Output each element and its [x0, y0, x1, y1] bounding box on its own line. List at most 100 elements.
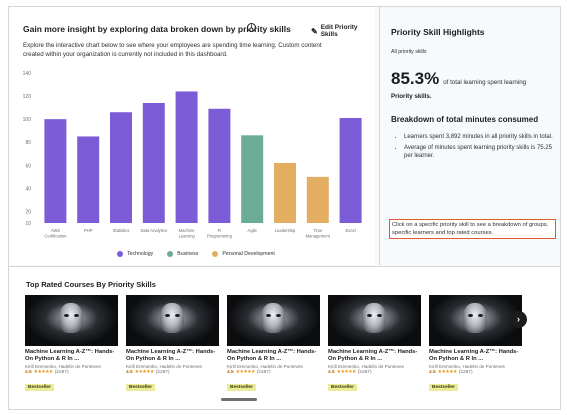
- y-tick-label: 100: [23, 117, 32, 123]
- legend-swatch: [212, 251, 219, 257]
- bar-aws-certification[interactable]: [44, 119, 67, 223]
- chart-description: Explore the interactive chart below to s…: [23, 42, 322, 58]
- bar-statistics[interactable]: [110, 112, 132, 223]
- highlights-title: Priority Skill Highlights: [391, 27, 485, 37]
- priority-skills-chart-panel: Gain more insight by exploring data brok…: [9, 7, 375, 265]
- panel-title: Gain more insight by exploring data brok…: [23, 24, 291, 34]
- legend-label: Technology: [127, 251, 154, 257]
- top-rated-courses-panel: Top Rated Courses By Priority Skills Mac…: [9, 266, 560, 409]
- legend-label: Business: [177, 251, 199, 257]
- bestseller-badge: Bestseller: [429, 384, 458, 391]
- legend-swatch: [117, 251, 123, 257]
- x-tick-label: Management: [306, 234, 331, 239]
- carousel-scroll-indicator[interactable]: [221, 398, 257, 401]
- course-thumbnail[interactable]: [227, 295, 320, 346]
- course-rating: 4.5 ★★★★★ (2287): [429, 370, 522, 375]
- rating-count: (2287): [155, 370, 170, 375]
- course-author: Kirill Eremenko, Hadelin de Ponteves: [429, 364, 505, 369]
- highlights-percent-text: of total learning spent learning: [443, 79, 527, 86]
- bar-data-analytics[interactable]: [142, 103, 165, 223]
- rating-value: 4.5: [126, 370, 133, 375]
- y-tick-label: 140: [23, 71, 32, 77]
- x-tick-label: AWS: [51, 228, 61, 233]
- breakdown-bullet: Learners spent 3,892 minutes in all prio…: [404, 133, 558, 141]
- breakdown-title: Breakdown of total minutes consumed: [391, 115, 539, 124]
- star-icon: ★★★★★: [235, 370, 256, 375]
- rating-count: (2287): [357, 370, 372, 375]
- course-card[interactable]: Machine Learning A-Z™: Hands-On Python &…: [227, 295, 320, 393]
- legend-item-personal-development[interactable]: Personal Development: [212, 251, 275, 257]
- bar-machine-learning[interactable]: [175, 91, 198, 223]
- bar-leadership[interactable]: [274, 163, 296, 223]
- course-author: Kirill Eremenko, Hadelin de Ponteves: [25, 364, 101, 369]
- highlights-percent-row: 85.3% of total learning spent learning: [391, 69, 526, 89]
- bar-r-programming[interactable]: [208, 108, 231, 223]
- x-tick-label: Time: [313, 228, 323, 233]
- star-icon: ★★★★★: [134, 370, 155, 375]
- x-tick-label: Learning: [178, 234, 195, 239]
- y-tick-label: 60: [25, 163, 31, 169]
- edit-priority-skills-link[interactable]: ✎ Edit Priority Skills: [311, 24, 375, 38]
- course-author: Kirill Eremenko, Hadelin de Ponteves: [227, 364, 303, 369]
- legend-item-technology[interactable]: Technology: [117, 251, 153, 257]
- x-tick-label: Machine: [179, 228, 195, 233]
- y-tick-label: 20: [25, 209, 31, 215]
- x-tick-label: R: [218, 228, 221, 233]
- course-carousel: Machine Learning A-Z™: Hands-On Python &…: [25, 295, 522, 393]
- courses-title: Top Rated Courses By Priority Skills: [26, 280, 156, 289]
- course-title[interactable]: Machine Learning A-Z™: Hands-On Python &…: [328, 349, 418, 362]
- course-rating: 4.5 ★★★★★ (2287): [25, 370, 118, 375]
- x-tick-label: Certification: [44, 234, 67, 239]
- bestseller-badge: Bestseller: [227, 384, 256, 391]
- x-tick-label: Data Analytics: [141, 228, 168, 233]
- rating-count: (2287): [54, 370, 69, 375]
- bar-agile[interactable]: [241, 135, 264, 223]
- course-card[interactable]: Machine Learning A-Z™: Hands-On Python &…: [429, 295, 522, 393]
- info-icon[interactable]: i: [247, 23, 256, 32]
- rating-value: 4.5: [25, 370, 32, 375]
- rating-count: (2287): [458, 370, 473, 375]
- course-thumbnail[interactable]: [126, 295, 219, 346]
- course-thumbnail[interactable]: [25, 295, 118, 346]
- bar-time-management[interactable]: [306, 176, 329, 223]
- legend-label: Personal Development: [222, 251, 275, 257]
- bar-excel[interactable]: [339, 118, 362, 223]
- pencil-icon: ✎: [311, 26, 318, 36]
- course-rating: 4.5 ★★★★★ (2287): [328, 370, 421, 375]
- course-card[interactable]: Machine Learning A-Z™: Hands-On Python &…: [328, 295, 421, 393]
- course-title[interactable]: Machine Learning A-Z™: Hands-On Python &…: [126, 349, 216, 362]
- course-card[interactable]: Machine Learning A-Z™: Hands-On Python &…: [126, 295, 219, 393]
- star-icon: ★★★★★: [33, 370, 54, 375]
- chart-bars: [44, 91, 362, 223]
- x-tick-label: Leadership: [275, 228, 296, 233]
- y-tick-label: 120: [23, 94, 32, 100]
- bestseller-badge: Bestseller: [328, 384, 357, 391]
- x-tick-label: PHP: [84, 228, 93, 233]
- bestseller-badge: Bestseller: [126, 384, 155, 391]
- course-title[interactable]: Machine Learning A-Z™: Hands-On Python &…: [25, 349, 115, 362]
- course-rating: 4.5 ★★★★★ (2287): [126, 370, 219, 375]
- x-tick-label: Agile: [248, 228, 258, 233]
- rating-count: (2287): [256, 370, 271, 375]
- edit-priority-skills-label: Edit Priority Skills: [320, 24, 358, 38]
- course-rating: 4.5 ★★★★★ (2287): [227, 370, 320, 375]
- highlights-percent-bold: Priority skills.: [391, 93, 432, 100]
- legend-item-business[interactable]: Business: [167, 251, 198, 257]
- course-title[interactable]: Machine Learning A-Z™: Hands-On Python &…: [429, 349, 519, 362]
- bar-php[interactable]: [77, 136, 100, 223]
- breakdown-bullet: Average of minutes spent learning priori…: [404, 144, 558, 160]
- course-thumbnail[interactable]: [328, 295, 421, 346]
- rating-value: 4.5: [227, 370, 234, 375]
- course-card[interactable]: Machine Learning A-Z™: Hands-On Python &…: [25, 295, 118, 393]
- legend-swatch: [167, 251, 174, 257]
- skill-click-hint: Click on a specific priority skill to se…: [389, 219, 556, 239]
- course-thumbnail[interactable]: [429, 295, 522, 346]
- carousel-next-button[interactable]: ›: [510, 311, 527, 328]
- course-title[interactable]: Machine Learning A-Z™: Hands-On Python &…: [227, 349, 317, 362]
- priority-skill-highlights-panel: Priority Skill Highlights All priority s…: [379, 7, 560, 265]
- y-tick-label: 40: [25, 186, 31, 192]
- y-tick-label: 80: [25, 140, 31, 146]
- highlights-percent: 85.3%: [391, 69, 440, 88]
